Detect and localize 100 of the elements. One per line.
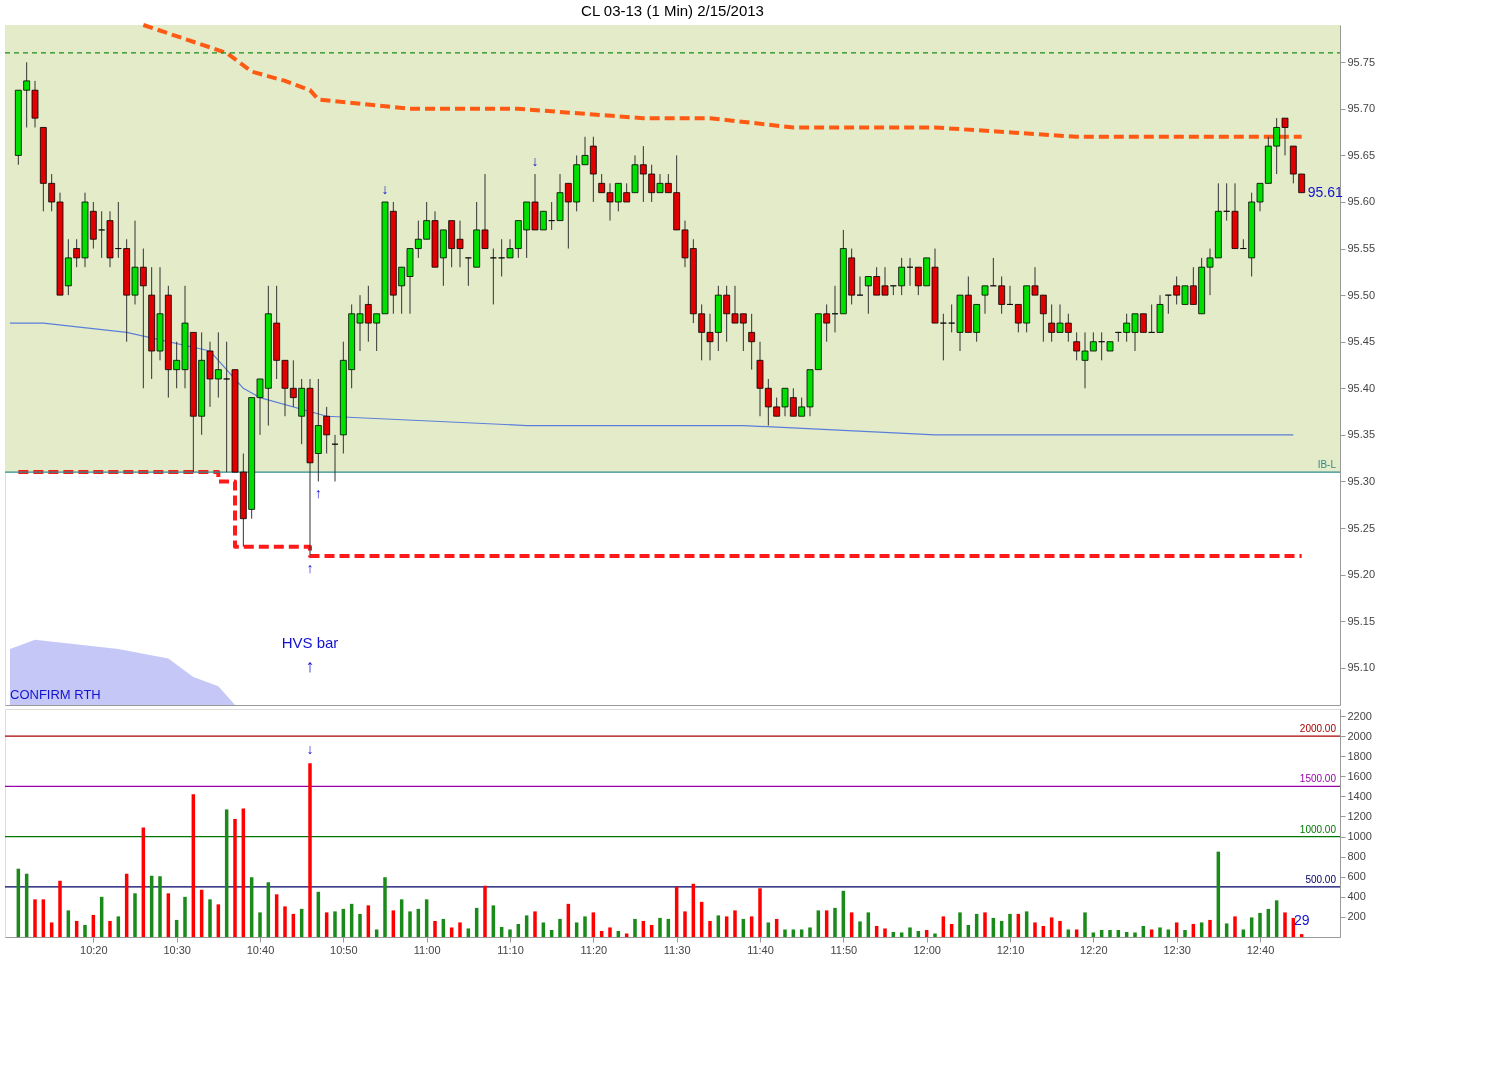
- y-tick-label: 1400: [1347, 789, 1372, 802]
- bar: [708, 920, 712, 937]
- line-series: [141, 23, 1304, 139]
- bar: [374, 929, 379, 937]
- candlestick: [1164, 294, 1172, 315]
- annotation: ↓: [306, 741, 314, 758]
- y-tick-label: 95.45: [1347, 335, 1376, 348]
- bar: [983, 912, 987, 937]
- y-tick-label: 1200: [1347, 809, 1372, 822]
- x-tick-label: 11:30: [663, 943, 691, 956]
- bar: [833, 907, 837, 937]
- bar: [358, 913, 362, 937]
- bar: [783, 929, 787, 937]
- bar: [1133, 932, 1137, 937]
- candlestick: [464, 257, 472, 287]
- annotation: 29: [1293, 912, 1310, 929]
- x-tick-label: 12:00: [913, 943, 941, 956]
- bar: [433, 920, 437, 937]
- ref-line-label: IB-L: [1317, 459, 1337, 471]
- bar: [908, 927, 912, 937]
- bar: [883, 928, 887, 937]
- bar: [583, 916, 587, 937]
- y-tick-label: 95.15: [1347, 614, 1376, 627]
- bar: [1058, 920, 1062, 937]
- bar: [799, 929, 804, 937]
- bar: [1166, 929, 1171, 937]
- x-tick-label: 11:40: [747, 943, 774, 956]
- bar: [758, 888, 762, 937]
- bar: [1208, 919, 1212, 937]
- bar: [1233, 916, 1237, 937]
- line-series: [9, 322, 1294, 436]
- y-tick-label: 200: [1347, 910, 1366, 923]
- y-tick-label: 800: [1347, 850, 1366, 863]
- x-tick-label: 12:20: [1080, 943, 1108, 956]
- y-tick-label: 95.75: [1347, 55, 1376, 68]
- bar: [1033, 922, 1037, 937]
- annotation: ↑: [306, 559, 314, 576]
- y-tick-label: 95.30: [1347, 474, 1376, 487]
- bar: [108, 920, 112, 937]
- annotation: ↑: [305, 656, 315, 676]
- bar: [283, 906, 287, 937]
- bar: [33, 899, 37, 937]
- bar: [1299, 934, 1304, 937]
- candlestick: [856, 276, 864, 296]
- x-tick-label: 10:20: [80, 943, 108, 956]
- bar: [858, 921, 862, 937]
- ref-line-label: 2000.00: [1299, 723, 1337, 735]
- bar: [899, 932, 904, 937]
- bar: [508, 929, 512, 937]
- x-tick-label: 11:50: [830, 943, 858, 956]
- y-tick-label: 95.25: [1347, 521, 1376, 534]
- bar: [308, 763, 312, 937]
- annotation: ↑: [314, 485, 322, 502]
- bar: [558, 918, 562, 937]
- bar: [1283, 912, 1287, 937]
- bar: [1258, 912, 1262, 937]
- bar: [408, 911, 412, 937]
- candlestick: [998, 276, 1006, 315]
- bar: [466, 928, 471, 937]
- bar: [1074, 929, 1079, 937]
- y-tick-label: 95.40: [1347, 381, 1376, 394]
- bar: [258, 912, 262, 937]
- bar: [658, 917, 662, 937]
- bar: [458, 922, 462, 937]
- y-tick-label: 95.70: [1347, 102, 1376, 115]
- bar: [383, 877, 387, 937]
- y-tick-label: 95.55: [1347, 242, 1376, 255]
- ref-line-label: 1000.00: [1299, 823, 1337, 835]
- ref-line-label: 500.00: [1305, 873, 1337, 885]
- candlestick: [898, 257, 906, 296]
- bar: [633, 918, 637, 937]
- bar: [1158, 927, 1162, 937]
- bar: [333, 911, 337, 937]
- y-tick-label: 400: [1347, 890, 1366, 903]
- y-tick-label: 1600: [1347, 769, 1372, 782]
- y-tick-label: 1800: [1347, 749, 1372, 762]
- bar: [158, 876, 162, 937]
- bar: [1091, 932, 1096, 937]
- annotation: ↓: [531, 153, 539, 170]
- bar: [233, 818, 237, 937]
- ref-line-label: 1500.00: [1299, 773, 1337, 785]
- x-tick-label: 11:10: [497, 943, 524, 956]
- y-tick-label: 95.50: [1347, 288, 1376, 301]
- bar: [1083, 912, 1087, 937]
- x-tick-label: 12:40: [1246, 943, 1275, 956]
- bar: [1108, 929, 1112, 937]
- bar: [733, 910, 737, 937]
- bar: [683, 911, 687, 937]
- bar: [791, 929, 796, 937]
- bar: [1241, 929, 1246, 937]
- bar: [624, 933, 629, 937]
- bar: [1149, 929, 1154, 937]
- bar: [1183, 929, 1187, 937]
- x-tick-label: 11:20: [580, 943, 608, 956]
- y-tick-label: 95.20: [1347, 568, 1376, 581]
- y-tick-label: 600: [1347, 870, 1366, 883]
- annotation: ↓: [381, 180, 389, 197]
- bar: [449, 927, 454, 937]
- y-tick-label: 2200: [1347, 709, 1372, 722]
- y-tick-label: 95.10: [1347, 661, 1376, 674]
